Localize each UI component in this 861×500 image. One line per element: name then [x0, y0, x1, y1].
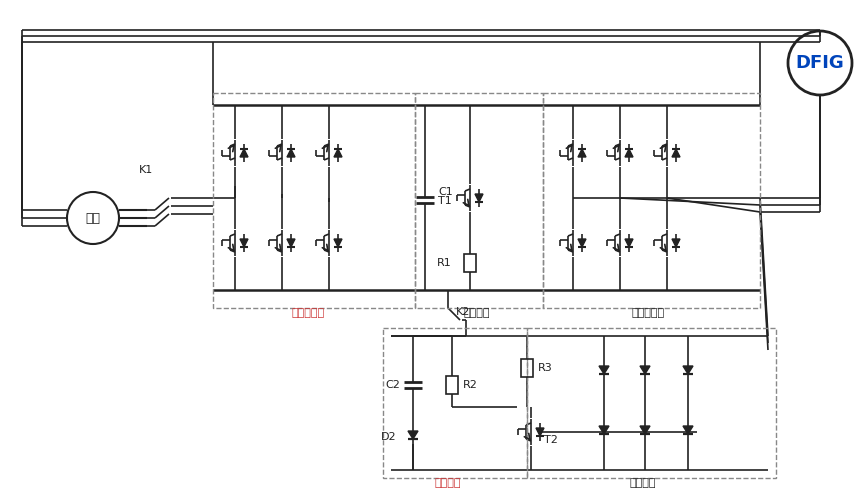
Bar [382, 328, 526, 478]
Polygon shape [598, 426, 608, 434]
Polygon shape [536, 428, 543, 436]
Bar [445, 376, 457, 394]
Polygon shape [672, 239, 679, 247]
Text: 机侧变频器: 机侧变频器 [631, 308, 664, 318]
Polygon shape [639, 366, 649, 374]
Text: 斩波电路: 斩波电路 [463, 308, 490, 318]
Polygon shape [624, 239, 632, 247]
Polygon shape [624, 149, 632, 157]
Polygon shape [287, 149, 294, 157]
Polygon shape [639, 426, 649, 434]
Text: 网侧变频器: 网侧变频器 [291, 308, 325, 318]
Text: D2: D2 [381, 432, 397, 442]
Text: K2: K2 [455, 307, 470, 317]
Text: T2: T2 [543, 435, 557, 445]
Bar [542, 93, 759, 308]
Text: 电网: 电网 [85, 212, 101, 224]
Text: K1: K1 [139, 165, 153, 175]
Polygon shape [239, 149, 248, 157]
Polygon shape [287, 239, 294, 247]
Text: C1: C1 [437, 187, 452, 197]
Polygon shape [474, 194, 482, 202]
Polygon shape [239, 239, 248, 247]
Polygon shape [682, 366, 692, 374]
Polygon shape [333, 239, 342, 247]
Bar [520, 359, 532, 377]
Text: R2: R2 [462, 380, 477, 390]
Text: T1: T1 [437, 196, 451, 206]
Polygon shape [407, 431, 418, 439]
Text: 吸收回路: 吸收回路 [434, 478, 461, 488]
Bar [414, 93, 542, 308]
Polygon shape [672, 149, 679, 157]
Polygon shape [333, 149, 342, 157]
Bar [213, 93, 414, 308]
Polygon shape [578, 239, 585, 247]
Text: R3: R3 [537, 363, 552, 373]
Text: DFIG: DFIG [795, 54, 844, 72]
Bar [526, 328, 775, 478]
Polygon shape [578, 149, 585, 157]
Polygon shape [682, 426, 692, 434]
Polygon shape [598, 366, 608, 374]
Text: 撕棒回路: 撕棒回路 [629, 478, 655, 488]
Bar [463, 254, 475, 272]
Text: C2: C2 [385, 380, 400, 390]
Text: R1: R1 [437, 258, 451, 268]
